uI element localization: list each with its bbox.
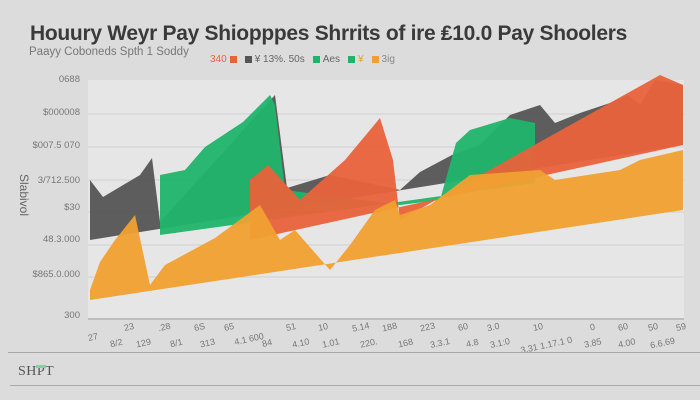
x-tick-label: 50 [647, 321, 659, 333]
legend: 340 ¥ 13%. 50s Aes ¥ 3ig [210, 54, 395, 65]
y-tick-label: 0688 [58, 74, 80, 85]
x-tick-label: 23 [123, 321, 135, 333]
x-tick-label: 10 [532, 321, 544, 333]
legend-swatch-icon [371, 56, 379, 63]
legend-item[interactable]: 340 [210, 54, 237, 65]
y-tick-label: $000008 [43, 107, 80, 118]
legend-label: 3ig [381, 54, 395, 65]
legend-label: ¥ 13%. 50s [254, 54, 305, 65]
y-tick-label: $865.0.000 [32, 269, 80, 280]
logo-accent-icon [36, 365, 46, 368]
x-tick-label: 60 [617, 321, 629, 333]
chart-title: Houury Weyr Pay Shiopppes Shrrits of ire… [30, 22, 627, 45]
legend-label: ¥ [357, 54, 364, 65]
chart-subtitle: Paayy Coboneds Spth 1 Soddy [29, 46, 189, 58]
x-tick-label: 84 [261, 337, 273, 349]
legend-item[interactable]: ¥ 13%. 50s [244, 54, 305, 65]
legend-label: Aes [322, 54, 340, 65]
series-area[interactable] [90, 150, 683, 300]
legend-swatch-icon [347, 56, 355, 63]
legend-swatch-icon [244, 56, 252, 63]
legend-item[interactable]: 3ig [371, 54, 395, 65]
footer-divider-top [8, 352, 700, 353]
x-tick-label: 51 [285, 321, 297, 333]
legend-label: 340 [210, 54, 227, 65]
footer-divider-bottom [10, 385, 700, 386]
series-area[interactable] [250, 75, 683, 240]
x-tick-label: 27 [87, 331, 99, 343]
legend-item[interactable]: Aes [312, 54, 340, 65]
x-tick-label: 59 [675, 321, 687, 333]
series-layer [90, 75, 683, 300]
x-tick-label: 10 [317, 321, 329, 333]
y-tick-label: $30 [64, 202, 80, 213]
legend-swatch-icon [312, 56, 320, 63]
x-tick-label: 60 [457, 321, 469, 333]
y-tick-label: $007.5 070 [32, 140, 80, 151]
legend-swatch-icon [229, 56, 237, 63]
y-tick-label: 3/712.500 [37, 175, 80, 186]
legend-item[interactable]: ¥ [347, 54, 364, 65]
y-tick-label: 48.3.000 [43, 234, 80, 245]
x-tick-label: 65 [223, 321, 235, 333]
y-tick-label: 300 [64, 310, 80, 321]
